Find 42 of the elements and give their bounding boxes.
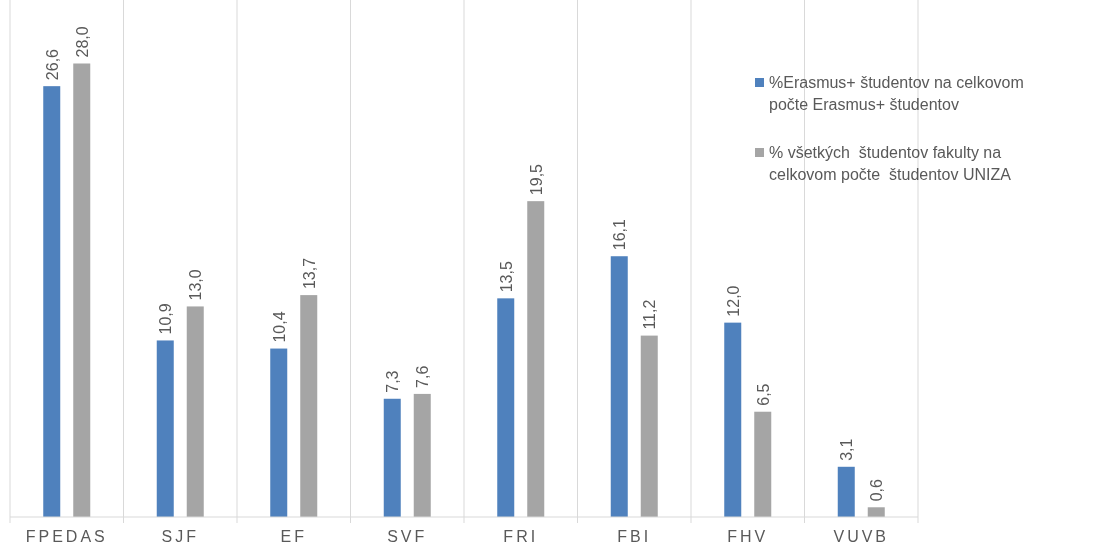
data-label: 10,4 xyxy=(270,311,288,343)
bar xyxy=(73,63,91,517)
x-tick-label: SJF xyxy=(161,528,199,545)
data-label: 13,7 xyxy=(300,257,318,290)
data-label: 13,0 xyxy=(187,269,205,301)
bar xyxy=(300,295,318,517)
data-label: 13,5 xyxy=(497,261,515,293)
data-label: 3,1 xyxy=(838,438,856,461)
x-tick-label: SVF xyxy=(387,528,428,545)
x-tick-label: FRI xyxy=(503,528,539,545)
x-tick-label: FPEDAS xyxy=(25,528,108,545)
data-label: 6,5 xyxy=(754,383,772,406)
legend-label: % všetkých študentov fakulty na celkovom počte študentov UNIZA xyxy=(769,144,1012,183)
bar xyxy=(497,298,515,517)
bar xyxy=(270,348,288,517)
data-label: 0,6 xyxy=(868,478,886,502)
data-label: 10,9 xyxy=(157,303,175,335)
data-label: 28,0 xyxy=(73,26,91,58)
bar xyxy=(837,466,855,517)
data-label: 16,1 xyxy=(611,218,629,251)
bar xyxy=(383,398,401,517)
bar xyxy=(640,335,658,517)
x-tick-label: FHV xyxy=(727,528,769,545)
data-label: 7,3 xyxy=(384,370,402,393)
x-tick-label: FBI xyxy=(617,528,652,545)
bar xyxy=(527,201,545,517)
data-label: 11,2 xyxy=(641,299,659,330)
bar xyxy=(724,322,742,517)
bar xyxy=(156,340,174,517)
bar xyxy=(186,306,204,517)
bar xyxy=(610,256,628,517)
x-tick-label: EF xyxy=(280,528,307,545)
x-tick-label: VUVB xyxy=(833,528,890,545)
legend-label: %Erasmus+ študentov na celkovom počte Erasmus+ študentov xyxy=(769,74,1024,113)
data-label: 7,6 xyxy=(414,365,432,388)
bar xyxy=(867,507,885,517)
data-label: 26,6 xyxy=(43,48,61,81)
data-label: 12,0 xyxy=(724,285,742,317)
bar xyxy=(43,86,61,517)
data-label: 19,5 xyxy=(527,163,545,196)
bar xyxy=(413,393,431,517)
bar xyxy=(754,411,772,517)
